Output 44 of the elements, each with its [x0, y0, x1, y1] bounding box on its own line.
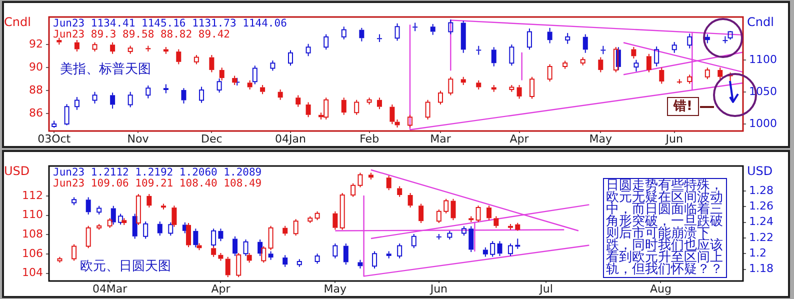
x-tick-label: Nov — [127, 132, 150, 146]
y2-tick-label: 1.22 — [749, 230, 774, 244]
y2-tick-label: 1.18 — [749, 262, 774, 276]
y2-tick-label: 1.28 — [749, 184, 774, 197]
x-tick-label: Aug — [650, 282, 672, 296]
y-tick-label: 112 — [22, 188, 43, 202]
annotation: 欧元、日圆天图 — [80, 258, 171, 275]
y2-axis-title: Cndl — [747, 15, 774, 30]
y-tick-label: 110 — [22, 208, 43, 222]
y-tick-label: 106 — [22, 246, 43, 260]
y2-tick-label: 1.24 — [749, 215, 774, 228]
y2-tick-label: 1100 — [749, 52, 777, 66]
annotation: 日圆走势有些特殊，欧元无疑在区间波动中，而日圆面临着三角形突破，一旦跌破则后市可能崩溃下跌，同时我们也应该看到欧元升至区间上轨，但我们怀疑？？ — [603, 178, 727, 278]
x-tick-label: Jun — [664, 132, 683, 146]
series-label: Jun23 109.06 109.21 108.40 108.49 — [53, 178, 262, 190]
y-tick-label: 90 — [29, 60, 43, 74]
y-tick-label: 108 — [22, 227, 43, 240]
x-tick-label: May — [324, 282, 348, 296]
y-tick-label: 104 — [22, 266, 43, 280]
y2-tick-label: 1000 — [749, 116, 777, 130]
x-tick-label: 04Mar — [92, 282, 128, 296]
x-tick-label: 03Oct — [38, 132, 72, 146]
x-tick-label: Apr — [211, 282, 231, 296]
x-tick-label: Jun — [429, 282, 448, 296]
x-tick-label: Jul — [538, 282, 553, 296]
y-tick-label: 92 — [29, 37, 43, 50]
y-tick-label: 86 — [29, 106, 43, 120]
x-tick-label: Dec — [201, 132, 222, 146]
y-axis-title: Cndl — [4, 15, 31, 30]
y-axis-title: USD — [4, 164, 30, 178]
y2-tick-label: 1.26 — [749, 200, 774, 213]
y2-tick-label: 1.2 — [749, 246, 766, 260]
text: Jun23 1.2112 1.2192 1.2060 1.2089 — [53, 166, 262, 179]
x-tick-label: 04Jan — [275, 132, 306, 146]
x-tick-label: Feb — [360, 132, 380, 146]
y2-axis-title: USD — [747, 164, 773, 178]
annotation: 错! — [667, 97, 699, 116]
x-tick-label: Mar — [430, 132, 452, 146]
text: Jun23 1134.41 1145.16 1131.73 1144.06 — [53, 18, 287, 30]
x-tick-label: May — [589, 132, 612, 146]
annotation: 美指、标普天图 — [60, 60, 151, 78]
y-tick-label: 88 — [29, 84, 43, 97]
x-tick-label: Apr — [510, 132, 530, 146]
series-label: Jun23 89.3 89.58 88.82 89.42 — [53, 28, 230, 41]
